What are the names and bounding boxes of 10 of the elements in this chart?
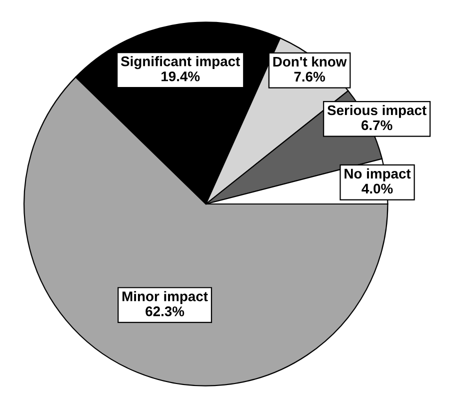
slice-label: Minor impact [122, 291, 208, 304]
data-label: 7.6% [294, 72, 326, 82]
data-label: 6.7% [362, 120, 392, 130]
data-label: 62.3% [146, 306, 184, 316]
slice-label: No impact [344, 168, 411, 182]
slice-label: Significant impact [120, 56, 240, 70]
slice-label: Serious impact [327, 104, 426, 118]
data-label: 4.0% [362, 184, 393, 194]
data-label: 19.4% [162, 71, 200, 82]
slice-label: Don't know [273, 56, 347, 67]
